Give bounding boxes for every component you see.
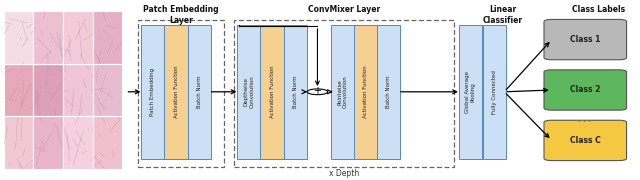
FancyBboxPatch shape — [260, 25, 284, 159]
Text: Class Labels: Class Labels — [572, 5, 625, 14]
FancyBboxPatch shape — [331, 25, 354, 159]
FancyBboxPatch shape — [164, 25, 188, 159]
FancyBboxPatch shape — [544, 120, 627, 161]
Circle shape — [307, 89, 328, 95]
Bar — [63, 116, 93, 169]
FancyBboxPatch shape — [284, 25, 307, 159]
FancyBboxPatch shape — [544, 19, 627, 60]
Text: ConvMixer Layer: ConvMixer Layer — [308, 5, 380, 14]
Text: Patch Embedding: Patch Embedding — [150, 68, 156, 116]
Bar — [4, 116, 33, 169]
FancyBboxPatch shape — [544, 70, 627, 110]
FancyBboxPatch shape — [354, 25, 377, 159]
Text: · · ·: · · · — [579, 118, 591, 127]
Text: Depthwise
Convolution: Depthwise Convolution — [244, 75, 254, 108]
Bar — [33, 116, 63, 169]
FancyBboxPatch shape — [188, 25, 211, 159]
Text: +: + — [314, 86, 321, 96]
Text: Fully Connected: Fully Connected — [492, 70, 497, 114]
Text: Activation Function: Activation Function — [173, 66, 179, 118]
FancyBboxPatch shape — [377, 25, 400, 159]
Bar — [33, 11, 63, 64]
Bar — [4, 11, 33, 64]
FancyBboxPatch shape — [237, 25, 260, 159]
Text: Batch Norm: Batch Norm — [386, 75, 391, 108]
Text: Class 1: Class 1 — [570, 35, 600, 44]
Bar — [63, 64, 93, 116]
FancyBboxPatch shape — [483, 25, 506, 159]
Text: Activation Function: Activation Function — [269, 66, 275, 118]
Text: Linear
Classifier: Linear Classifier — [483, 5, 522, 25]
Text: Class C: Class C — [570, 136, 601, 145]
Text: Class 2: Class 2 — [570, 86, 600, 94]
Bar — [93, 11, 122, 64]
FancyBboxPatch shape — [459, 25, 482, 159]
Bar — [4, 64, 33, 116]
Bar — [93, 64, 122, 116]
Bar — [93, 116, 122, 169]
Text: Global Average
Pooling: Global Average Pooling — [465, 71, 476, 113]
Text: Pointwise
Convolution: Pointwise Convolution — [337, 75, 348, 108]
FancyBboxPatch shape — [141, 25, 164, 159]
Text: Patch Embedding
Layer: Patch Embedding Layer — [143, 5, 219, 25]
Text: Batch Norm: Batch Norm — [196, 75, 202, 108]
Bar — [33, 64, 63, 116]
Text: Batch Norm: Batch Norm — [292, 75, 298, 108]
Text: Activation Function: Activation Function — [363, 66, 368, 118]
Bar — [63, 11, 93, 64]
Text: x Depth: x Depth — [329, 169, 360, 178]
